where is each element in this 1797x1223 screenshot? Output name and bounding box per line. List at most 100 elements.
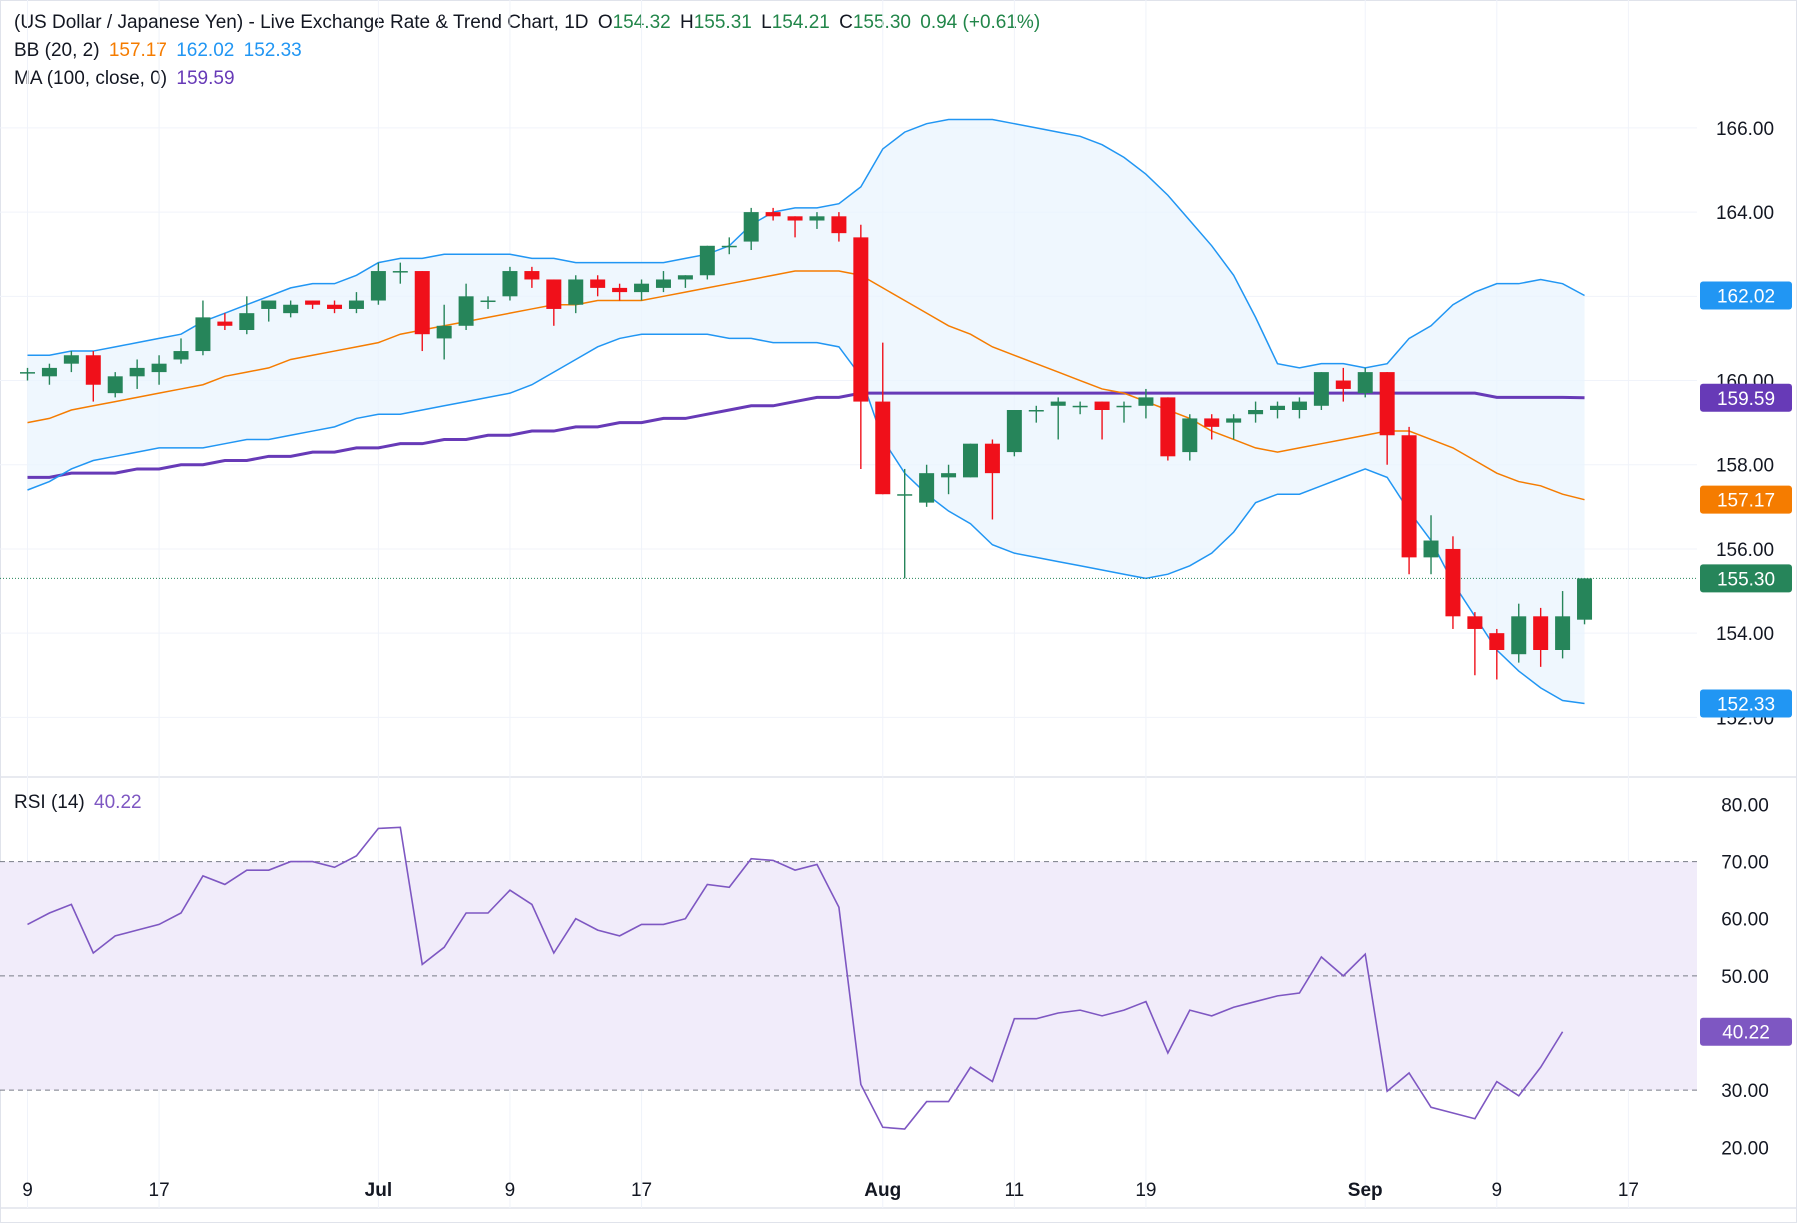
candle[interactable] bbox=[107, 372, 123, 398]
candle-body bbox=[1533, 616, 1549, 650]
candle[interactable] bbox=[1489, 628, 1505, 680]
candle[interactable] bbox=[261, 300, 277, 322]
candle-body bbox=[348, 300, 364, 309]
candle[interactable] bbox=[1270, 401, 1286, 419]
candle[interactable] bbox=[1335, 367, 1351, 402]
candle[interactable] bbox=[1401, 426, 1417, 575]
price-badge: 162.02 bbox=[1700, 281, 1792, 310]
candle[interactable] bbox=[962, 443, 978, 478]
candle[interactable] bbox=[1423, 515, 1439, 575]
candle-body bbox=[941, 473, 957, 478]
candle[interactable] bbox=[1072, 401, 1088, 415]
candle-body bbox=[1006, 410, 1022, 453]
candle[interactable] bbox=[458, 283, 474, 330]
candle[interactable] bbox=[1357, 367, 1373, 398]
candle[interactable] bbox=[634, 279, 650, 301]
rsi-badge: 40.22 bbox=[1700, 1017, 1792, 1046]
time-tick-label: 17 bbox=[1618, 1180, 1639, 1201]
candle[interactable] bbox=[327, 300, 343, 314]
candle[interactable] bbox=[1138, 388, 1154, 419]
candle[interactable] bbox=[239, 296, 255, 335]
candle[interactable] bbox=[941, 464, 957, 495]
candle[interactable] bbox=[1313, 372, 1329, 410]
price-badge-text: 152.33 bbox=[1717, 694, 1775, 715]
candle[interactable] bbox=[919, 464, 935, 507]
candle[interactable] bbox=[897, 468, 913, 579]
candle[interactable] bbox=[787, 216, 803, 238]
candle-body bbox=[1401, 435, 1417, 558]
candle-body bbox=[699, 245, 715, 276]
candle[interactable] bbox=[1160, 397, 1176, 461]
candle[interactable] bbox=[1226, 414, 1242, 440]
candle[interactable] bbox=[414, 271, 430, 352]
candle[interactable] bbox=[173, 338, 189, 364]
candle[interactable] bbox=[480, 296, 496, 309]
candle[interactable] bbox=[612, 283, 628, 301]
candle[interactable] bbox=[1050, 397, 1066, 440]
candle[interactable] bbox=[348, 292, 364, 314]
candle-body bbox=[1357, 372, 1373, 394]
candle-body bbox=[984, 443, 1000, 474]
time-tick-label: 17 bbox=[149, 1180, 170, 1201]
candle[interactable] bbox=[1291, 397, 1307, 419]
candle[interactable] bbox=[41, 363, 57, 385]
candle[interactable] bbox=[721, 237, 737, 255]
candle[interactable] bbox=[853, 224, 869, 469]
candle[interactable] bbox=[1182, 414, 1198, 461]
candle[interactable] bbox=[392, 262, 408, 284]
candle[interactable] bbox=[1116, 401, 1132, 423]
candle[interactable] bbox=[677, 275, 693, 288]
candle-body bbox=[480, 300, 496, 303]
candle[interactable] bbox=[524, 266, 540, 288]
candle[interactable] bbox=[809, 212, 825, 229]
candle[interactable] bbox=[129, 359, 145, 389]
candle[interactable] bbox=[831, 212, 847, 242]
candle[interactable] bbox=[1204, 414, 1220, 440]
candle[interactable] bbox=[436, 304, 452, 360]
candle[interactable] bbox=[1379, 372, 1395, 465]
candle[interactable] bbox=[1445, 536, 1461, 629]
candle[interactable] bbox=[502, 266, 518, 301]
candle[interactable] bbox=[1028, 405, 1044, 423]
candle[interactable] bbox=[765, 207, 781, 221]
candle[interactable] bbox=[20, 367, 35, 381]
candle[interactable] bbox=[151, 355, 167, 385]
candle[interactable] bbox=[1511, 603, 1527, 663]
rsi-tick-label: 50.00 bbox=[1721, 967, 1769, 988]
candle[interactable] bbox=[1577, 578, 1593, 625]
candle[interactable] bbox=[984, 439, 1000, 520]
rsi-label: RSI (14) bbox=[14, 792, 85, 813]
candle[interactable] bbox=[875, 342, 891, 495]
candle[interactable] bbox=[1555, 591, 1571, 659]
candle[interactable] bbox=[305, 300, 321, 309]
candle[interactable] bbox=[590, 275, 606, 297]
candle[interactable] bbox=[568, 275, 584, 314]
candle[interactable] bbox=[85, 351, 101, 402]
candle[interactable] bbox=[699, 245, 715, 280]
candle[interactable] bbox=[63, 351, 79, 373]
candle-body bbox=[1072, 405, 1088, 408]
candle-body bbox=[217, 321, 233, 326]
candle[interactable] bbox=[1248, 401, 1264, 423]
candle[interactable] bbox=[1094, 401, 1110, 440]
candle[interactable] bbox=[743, 207, 759, 250]
rsi-tick-label: 30.00 bbox=[1721, 1081, 1769, 1102]
candle[interactable] bbox=[217, 313, 233, 330]
candle[interactable] bbox=[546, 279, 562, 326]
candle[interactable] bbox=[370, 262, 386, 305]
candle[interactable] bbox=[1006, 410, 1022, 457]
bb-upper-value: 162.02 bbox=[176, 40, 235, 61]
candle-body bbox=[1182, 418, 1198, 453]
rsi-band-layer bbox=[0, 861, 1697, 1091]
bb-lower-value: 152.33 bbox=[243, 40, 302, 61]
candles-layer[interactable] bbox=[20, 207, 1593, 680]
price-tick-label: 164.00 bbox=[1716, 203, 1774, 224]
price-tick-label: 154.00 bbox=[1716, 624, 1774, 645]
candle-body bbox=[1445, 548, 1461, 617]
candle[interactable] bbox=[1467, 612, 1483, 676]
candle[interactable] bbox=[195, 300, 211, 356]
candle[interactable] bbox=[655, 271, 671, 293]
candle[interactable] bbox=[1533, 607, 1549, 667]
candle[interactable] bbox=[283, 300, 299, 318]
